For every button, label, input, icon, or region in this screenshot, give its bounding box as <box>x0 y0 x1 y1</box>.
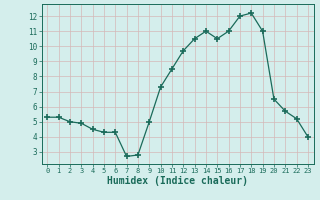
X-axis label: Humidex (Indice chaleur): Humidex (Indice chaleur) <box>107 176 248 186</box>
